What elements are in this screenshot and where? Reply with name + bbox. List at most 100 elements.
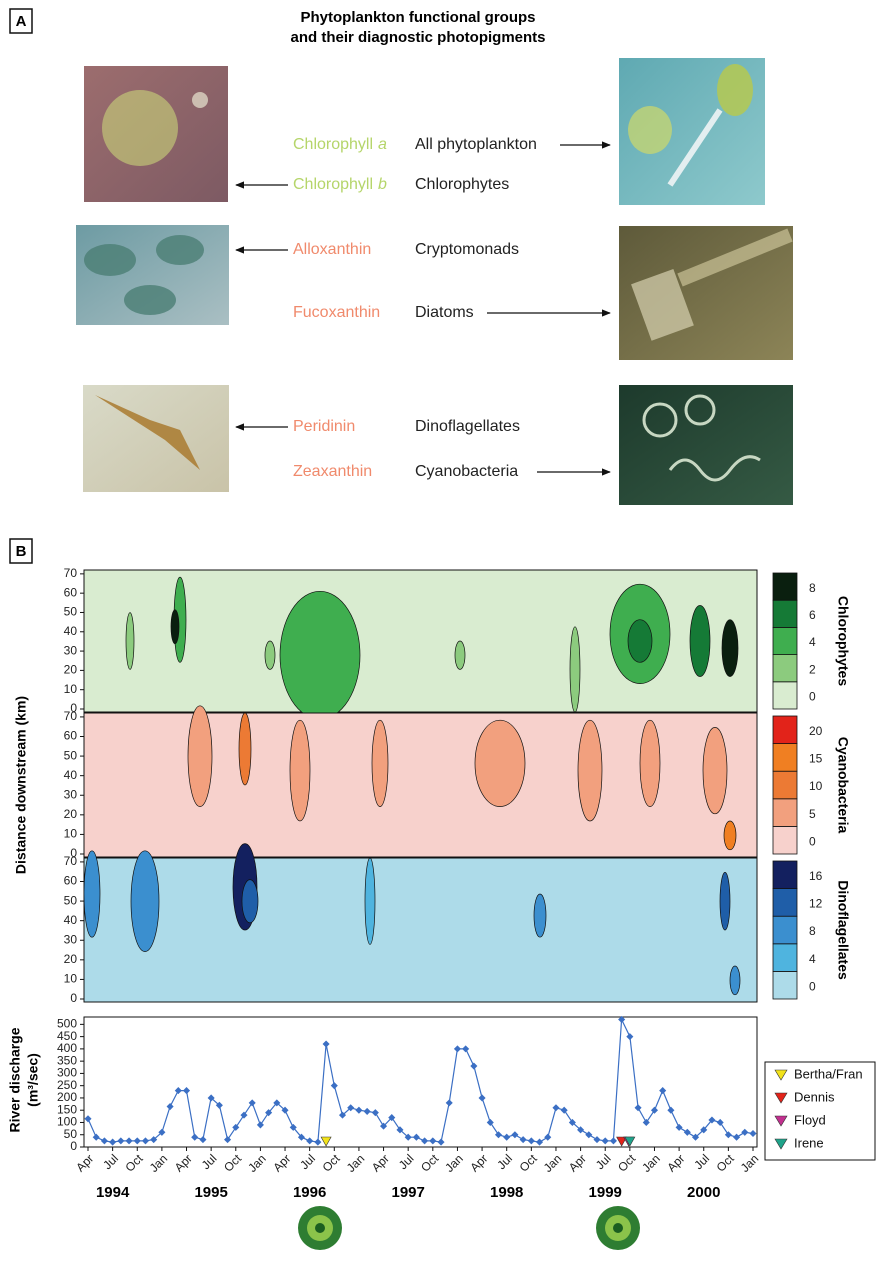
x-tick-label: Jan — [442, 1151, 466, 1175]
colorbar-swatch — [772, 654, 798, 683]
contour-region — [723, 820, 737, 851]
colorbar-swatch — [772, 743, 798, 772]
x-tick-label: Jul — [199, 1151, 220, 1172]
y-tick-label: 60 — [64, 874, 78, 888]
y-axis-label: Distance downstream (km) — [13, 696, 29, 874]
year-label: 1999 — [589, 1184, 622, 1201]
legend-marker — [774, 1115, 788, 1127]
y-tick-label: 60 — [64, 585, 78, 599]
y-tick-label: 70 — [64, 566, 78, 580]
contour-region — [639, 719, 661, 807]
contour-region — [577, 719, 603, 822]
y-tick-label: 0 — [70, 701, 77, 715]
contour-region — [721, 619, 739, 677]
x-tick-label: Oct — [221, 1151, 245, 1175]
colorbar-swatch — [772, 572, 798, 601]
x-tick-label: Oct — [320, 1151, 344, 1175]
y-tick-label: 10 — [64, 827, 78, 841]
x-tick-label: Apr — [172, 1151, 195, 1174]
contour-region — [729, 965, 741, 996]
group-label: Diatoms — [415, 304, 474, 321]
x-tick-label: Apr — [664, 1151, 687, 1174]
colorbar-label: 4 — [809, 635, 816, 649]
legend-label: Floyd — [794, 1112, 826, 1127]
photo — [619, 226, 793, 360]
contour-region — [627, 619, 653, 663]
pigment-name: Chlorophyll — [293, 176, 373, 193]
colorbar-swatch — [772, 888, 798, 917]
colorbar-swatch — [772, 715, 798, 745]
contour-region — [238, 712, 252, 786]
event-marker — [320, 1136, 332, 1147]
pigment-label: Zeaxanthin — [293, 463, 372, 480]
year-label: 1996 — [293, 1184, 326, 1201]
y-tick-label: 70 — [64, 854, 78, 868]
colorbar-label: 8 — [809, 581, 816, 595]
y-tick-label: 50 — [64, 1127, 78, 1141]
photo — [84, 66, 228, 202]
photo — [619, 385, 793, 505]
contour-region — [187, 705, 213, 807]
y-tick-label: 500 — [57, 1017, 77, 1031]
y-axis-label: (m³/sec) — [25, 1053, 41, 1107]
y-tick-label: 30 — [64, 643, 78, 657]
y-tick-label: 50 — [64, 893, 78, 907]
colorbar-title: Cyanobacteria — [835, 737, 851, 834]
colorbar-label: 10 — [809, 779, 823, 793]
y-tick-label: 40 — [64, 624, 78, 638]
y-tick-label: 200 — [57, 1090, 77, 1104]
colorbar-label: 6 — [809, 608, 816, 622]
legend-marker — [774, 1069, 788, 1081]
colorbar-swatch — [772, 826, 798, 855]
pigment-name: Fucoxanthin — [293, 304, 380, 321]
colorbar-label: 20 — [809, 724, 823, 738]
plot-area — [83, 857, 758, 1003]
data-point — [618, 1015, 626, 1023]
x-tick-label: Jul — [593, 1151, 614, 1172]
y-tick-label: 40 — [64, 768, 78, 782]
pigment-name: Peridinin — [293, 418, 355, 435]
y-tick-label: 100 — [57, 1115, 77, 1129]
colorbar-label: 16 — [809, 869, 823, 883]
y-tick-label: 0 — [70, 1139, 77, 1153]
colorbar-swatch — [772, 915, 798, 945]
x-tick-label: Oct — [418, 1151, 442, 1175]
pigment-label: Fucoxanthin — [293, 304, 380, 321]
y-tick-label: 40 — [64, 913, 78, 927]
colorbar-swatch — [772, 798, 798, 827]
colorbar-label: 15 — [809, 752, 823, 766]
x-tick-label: Jan — [344, 1151, 368, 1175]
contour-region — [371, 719, 389, 807]
event-marker — [624, 1136, 636, 1147]
discharge-line — [87, 1017, 754, 1143]
colorbar-label: 2 — [809, 662, 816, 676]
colorbar-swatch — [772, 971, 798, 1000]
legend-marker — [774, 1092, 788, 1104]
y-tick-label: 20 — [64, 952, 78, 966]
panel-label-box — [9, 8, 33, 34]
x-tick-label: Oct — [615, 1151, 639, 1175]
panel-label-box — [9, 538, 33, 564]
y-tick-label: 0 — [70, 991, 77, 1005]
contour-region — [719, 872, 731, 931]
y-tick-label: 400 — [57, 1041, 77, 1055]
x-tick-label: Jan — [738, 1151, 762, 1175]
contour-region — [264, 640, 276, 670]
colorbar-label: 0 — [809, 834, 816, 848]
event-marker — [616, 1136, 628, 1147]
legend-marker — [774, 1138, 788, 1150]
y-tick-label: 50 — [64, 748, 78, 762]
x-tick-label: Apr — [73, 1151, 96, 1174]
year-label: 1994 — [96, 1184, 130, 1201]
colorbar-swatch — [772, 599, 798, 628]
colorbar-title: Chlorophytes — [835, 596, 851, 686]
pigment-name: Chlorophyll — [293, 136, 373, 153]
contour-region — [533, 893, 547, 938]
y-tick-label: 250 — [57, 1078, 77, 1092]
pigment-name: Alloxanthin — [293, 241, 371, 258]
x-tick-label: Jul — [396, 1151, 417, 1172]
y-tick-label: 10 — [64, 972, 78, 986]
